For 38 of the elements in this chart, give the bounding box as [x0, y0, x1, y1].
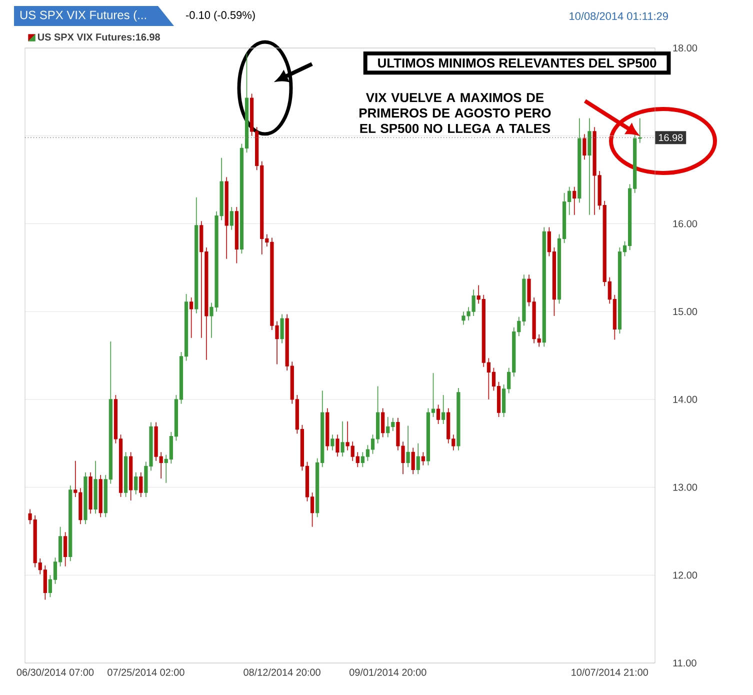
candlestick: [572, 186, 576, 216]
y-tick-label: 11.00: [673, 659, 696, 667]
candlestick: [190, 297, 194, 338]
x-tick-label: 09/01/2014 20:00: [349, 668, 426, 676]
candlestick: [411, 447, 415, 475]
candlestick: [436, 404, 440, 424]
candlestick: [381, 408, 385, 438]
y-tick-label: 14.00: [673, 396, 698, 403]
annotation: ULTIMOS MINIMOS RELEVANTES DEL SP500: [378, 58, 656, 68]
text: 10/08/2014 01:11:29: [570, 12, 668, 20]
x-tick-label: 07/25/2014 02:00: [108, 668, 184, 676]
x-tick-label: 08/12/2014 20:00: [244, 668, 320, 676]
candlestick: [340, 420, 344, 457]
candlestick: [588, 118, 592, 216]
candlestick: [280, 314, 284, 344]
chart-subtitle: -0.10 (-0.59%): [186, 10, 255, 22]
candlestick: [421, 452, 425, 466]
candlestick: [416, 442, 420, 475]
candlestick: [442, 394, 446, 424]
y-tick-label: 15.00: [673, 308, 698, 316]
candlestick: [406, 425, 410, 468]
candlestick: [330, 434, 334, 451]
candlestick: [230, 206, 234, 230]
y-tick-label: 12.00: [673, 572, 698, 579]
x-tick-label: 10/07/2014 21:00: [572, 668, 648, 676]
x-tick-label: 06/30/2014 07:00: [16, 668, 94, 676]
ref-line-label: 16.98: [658, 134, 683, 142]
candlestick: [582, 134, 586, 160]
chart-title: US SPX VIX Futures (...: [20, 10, 146, 22]
y-tick-label: 16.00: [673, 220, 698, 228]
annotation: VIX VUELVE A MAXIMOS DE PRIMEROS DE AGOSTO PERO EL SP500 NO LLEGA A TALES: [360, 92, 551, 134]
y-tick-label: 13.00: [673, 484, 698, 491]
candlestick: [64, 532, 68, 567]
candlestick: [139, 472, 143, 498]
candlestick: [134, 472, 138, 495]
legend-label: US SPX VIX Futures:16.98: [38, 34, 160, 41]
y-tick-label: 18.00: [673, 44, 698, 52]
candlestick: [336, 434, 340, 457]
